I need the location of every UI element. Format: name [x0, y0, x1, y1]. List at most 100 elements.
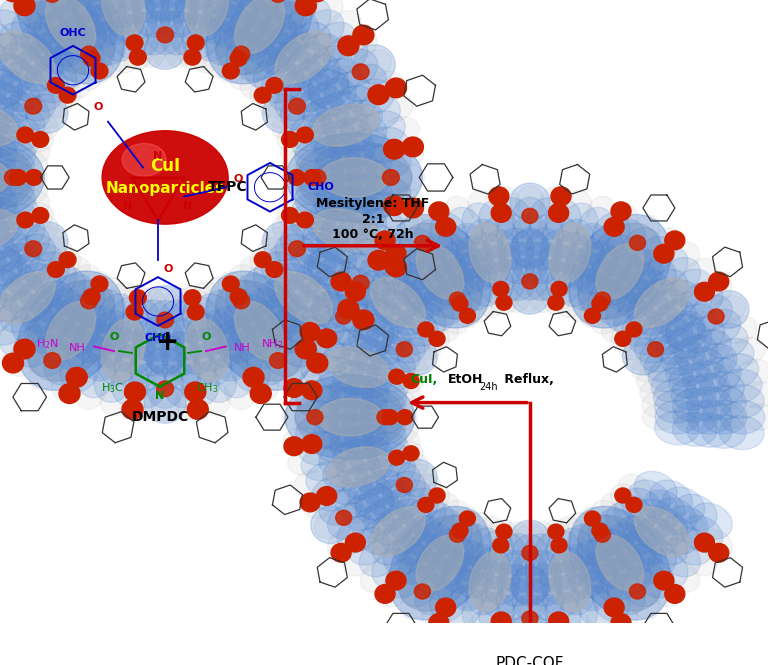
Ellipse shape [456, 557, 493, 598]
Ellipse shape [611, 484, 643, 513]
Ellipse shape [389, 317, 432, 354]
Text: H$_2$N: H$_2$N [36, 336, 59, 350]
Ellipse shape [322, 214, 368, 250]
Ellipse shape [355, 311, 398, 347]
Ellipse shape [654, 300, 697, 336]
Ellipse shape [22, 215, 58, 244]
Ellipse shape [0, 201, 5, 237]
Ellipse shape [569, 214, 670, 328]
Ellipse shape [0, 148, 35, 184]
Ellipse shape [0, 233, 33, 270]
Ellipse shape [349, 123, 386, 151]
Ellipse shape [296, 148, 343, 184]
Ellipse shape [11, 305, 43, 337]
Ellipse shape [488, 260, 525, 302]
Ellipse shape [655, 400, 700, 434]
Text: O: O [233, 174, 243, 184]
Circle shape [604, 598, 624, 617]
Ellipse shape [617, 280, 657, 319]
Ellipse shape [482, 551, 510, 583]
Ellipse shape [333, 49, 378, 87]
Circle shape [336, 309, 352, 324]
Ellipse shape [240, 257, 273, 288]
Ellipse shape [276, 263, 319, 303]
Ellipse shape [397, 460, 437, 497]
Ellipse shape [350, 352, 395, 386]
Ellipse shape [11, 18, 43, 49]
Ellipse shape [25, 311, 66, 352]
Ellipse shape [705, 366, 740, 392]
Ellipse shape [466, 265, 503, 307]
Ellipse shape [328, 387, 373, 421]
Ellipse shape [462, 513, 492, 544]
Ellipse shape [549, 223, 591, 283]
Circle shape [353, 310, 374, 330]
Ellipse shape [636, 536, 676, 575]
Ellipse shape [0, 171, 35, 207]
Ellipse shape [88, 324, 126, 368]
Ellipse shape [666, 505, 708, 543]
Ellipse shape [383, 417, 418, 443]
Ellipse shape [200, 382, 230, 416]
Ellipse shape [80, 307, 111, 341]
Ellipse shape [585, 565, 623, 606]
Ellipse shape [382, 539, 414, 569]
Ellipse shape [276, 326, 317, 367]
Circle shape [548, 524, 564, 539]
Ellipse shape [354, 224, 400, 260]
Ellipse shape [286, 257, 321, 287]
Ellipse shape [628, 480, 670, 517]
Ellipse shape [599, 235, 637, 275]
Ellipse shape [0, 126, 38, 162]
Ellipse shape [414, 503, 454, 542]
Ellipse shape [117, 331, 154, 374]
Ellipse shape [333, 267, 378, 305]
Ellipse shape [0, 228, 26, 257]
Ellipse shape [424, 529, 463, 569]
Ellipse shape [0, 188, 2, 223]
Ellipse shape [187, 314, 225, 358]
Ellipse shape [42, 289, 84, 330]
Circle shape [184, 49, 200, 65]
Ellipse shape [192, 282, 223, 316]
Ellipse shape [316, 372, 360, 406]
Ellipse shape [280, 137, 317, 165]
Ellipse shape [524, 534, 560, 576]
Ellipse shape [499, 551, 535, 593]
Ellipse shape [329, 374, 375, 408]
Ellipse shape [389, 480, 432, 517]
Ellipse shape [144, 334, 186, 374]
Ellipse shape [243, 307, 284, 349]
Ellipse shape [181, 362, 219, 406]
Ellipse shape [700, 347, 734, 374]
Ellipse shape [648, 357, 693, 392]
Ellipse shape [393, 269, 433, 309]
Ellipse shape [409, 331, 441, 360]
Circle shape [386, 571, 406, 590]
Ellipse shape [327, 400, 372, 434]
Ellipse shape [295, 137, 342, 172]
Ellipse shape [495, 595, 531, 636]
Ellipse shape [313, 134, 360, 170]
Ellipse shape [382, 471, 425, 507]
Ellipse shape [462, 290, 492, 322]
Circle shape [254, 87, 271, 103]
Ellipse shape [670, 527, 712, 565]
Ellipse shape [51, 367, 82, 401]
Circle shape [184, 290, 200, 305]
Ellipse shape [317, 423, 352, 450]
Ellipse shape [417, 484, 449, 513]
Circle shape [551, 538, 567, 553]
Ellipse shape [303, 96, 349, 134]
Ellipse shape [344, 424, 389, 458]
Ellipse shape [0, 11, 2, 41]
Ellipse shape [263, 43, 296, 74]
Circle shape [223, 63, 239, 79]
Ellipse shape [25, 64, 69, 103]
Ellipse shape [270, 318, 303, 350]
Ellipse shape [445, 586, 483, 627]
Circle shape [489, 628, 509, 648]
Ellipse shape [495, 217, 524, 251]
Ellipse shape [343, 494, 386, 531]
Ellipse shape [214, 344, 244, 378]
